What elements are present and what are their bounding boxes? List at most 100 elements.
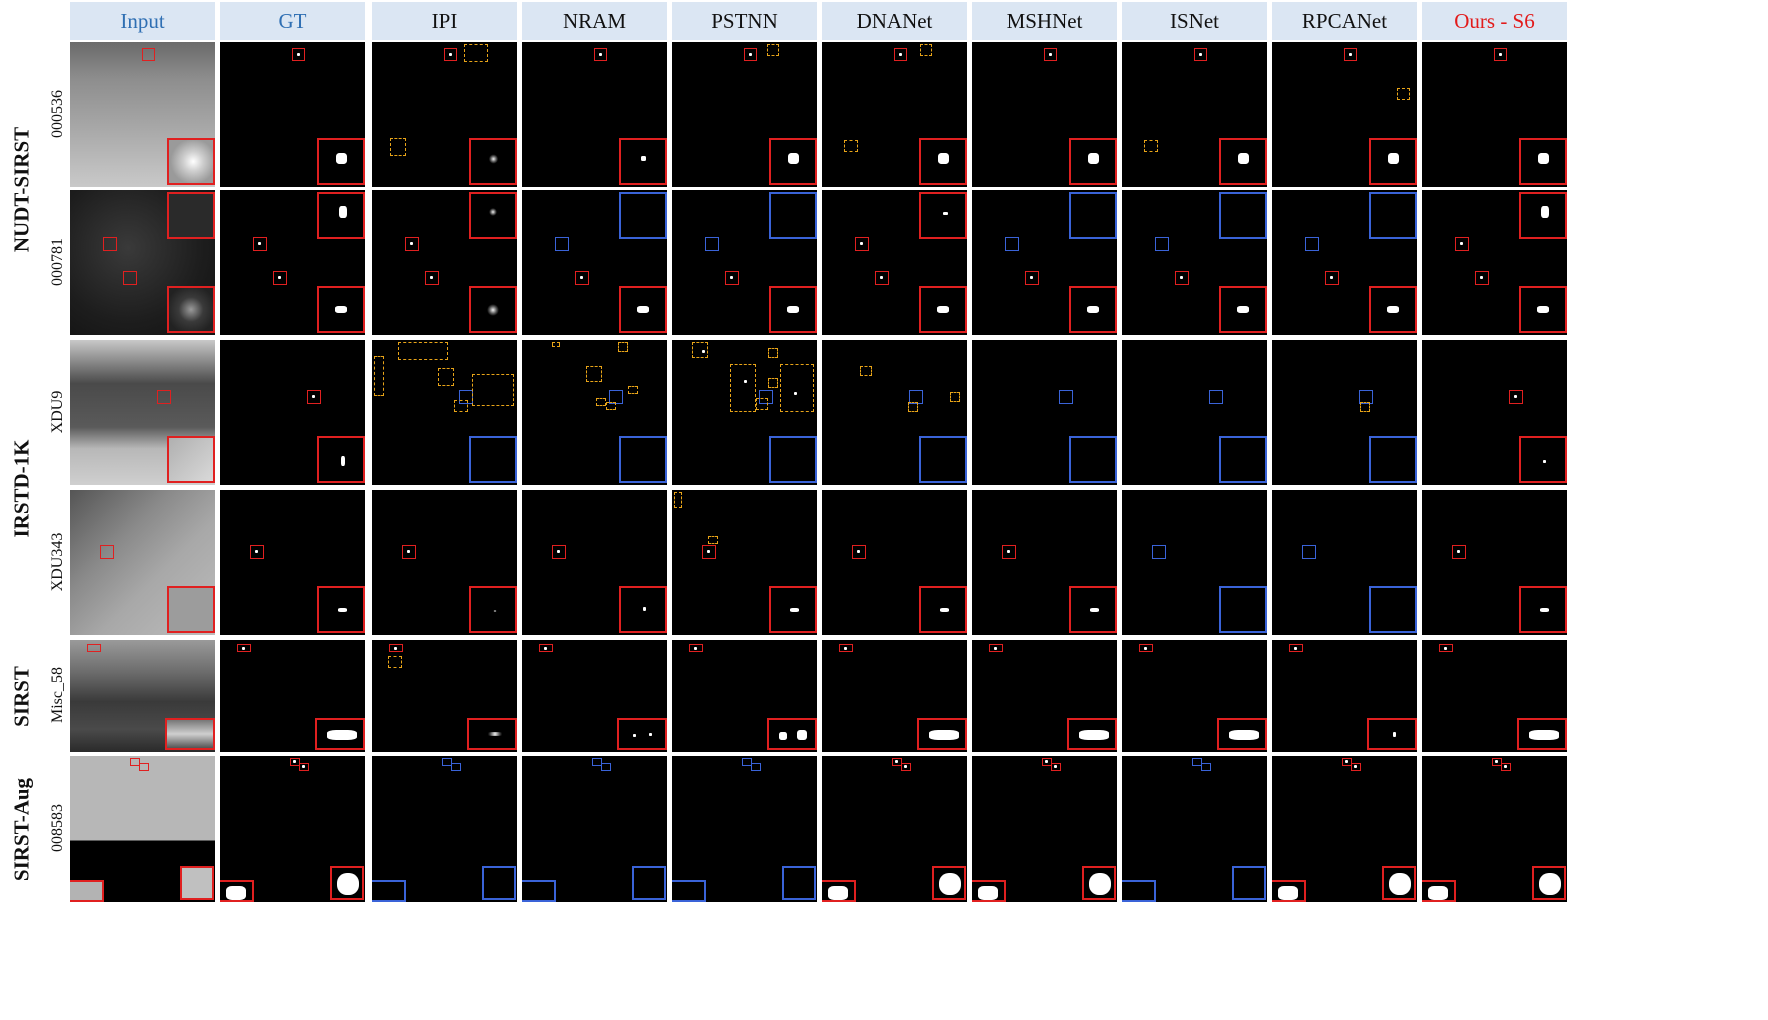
target-pixel — [904, 765, 907, 768]
result-cell — [372, 190, 517, 335]
target-pixel — [860, 242, 863, 245]
target-blob — [633, 734, 636, 737]
zoom-inset — [1219, 192, 1267, 239]
zoom-inset — [1219, 138, 1267, 185]
false-alarm-box — [767, 44, 779, 56]
zoom-inset — [1517, 718, 1567, 750]
target-box — [405, 237, 419, 251]
zoom-inset — [167, 586, 215, 633]
zoom-inset — [167, 192, 215, 239]
result-cell — [220, 490, 365, 635]
zoom-inset — [917, 718, 967, 750]
result-cell — [1422, 490, 1567, 635]
result-cell — [822, 756, 967, 902]
zoom-inset — [165, 718, 215, 750]
zoom-inset — [317, 286, 365, 333]
sample-id: 000536 — [49, 89, 66, 138]
false-alarm-box — [618, 342, 628, 352]
result-cell — [220, 756, 365, 902]
zoom-inset — [1369, 436, 1417, 483]
result-cell — [972, 490, 1117, 635]
dataset-label: IRSTD-1K — [9, 438, 34, 538]
result-cell — [822, 42, 967, 187]
result-cell — [220, 340, 365, 485]
target-box — [1139, 644, 1153, 652]
target-blob — [1388, 153, 1399, 164]
target-box — [552, 545, 566, 559]
target-box — [1201, 763, 1211, 771]
result-cell — [1272, 490, 1417, 635]
target-box — [1209, 390, 1223, 404]
target-blob — [327, 730, 357, 740]
zoom-inset — [1422, 880, 1456, 902]
target-pixel — [1495, 760, 1498, 763]
target-box — [1305, 237, 1319, 251]
target-box — [705, 237, 719, 251]
false-alarm-box — [438, 368, 454, 386]
target-box — [1439, 644, 1453, 652]
result-cell — [672, 756, 817, 902]
target-pixel — [1144, 647, 1147, 650]
zoom-inset — [1369, 286, 1417, 333]
false-alarm-box — [860, 366, 872, 376]
column-header: PSTNN — [672, 2, 817, 40]
target-box — [250, 545, 264, 559]
target-box — [1494, 48, 1507, 61]
result-cell — [1422, 42, 1567, 187]
target-blob — [1090, 608, 1099, 612]
target-box — [725, 271, 739, 285]
dataset-label: NUDT-SIRST — [9, 126, 34, 252]
result-cell — [972, 190, 1117, 335]
zoom-inset — [1519, 138, 1567, 185]
zoom-inset — [1219, 286, 1267, 333]
target-blob — [339, 206, 347, 218]
target-pixel — [449, 53, 452, 56]
zoom-inset — [372, 880, 406, 902]
false-alarm-box — [390, 138, 406, 156]
target-box — [592, 758, 602, 766]
target-blob — [1393, 732, 1396, 737]
target-box — [1051, 763, 1061, 771]
zoom-inset — [70, 880, 104, 902]
zoom-inset — [167, 138, 215, 185]
column-header: MSHNet — [972, 2, 1117, 40]
target-box — [444, 48, 457, 61]
target-box — [1475, 271, 1489, 285]
target-box — [292, 48, 305, 61]
target-box — [402, 545, 416, 559]
target-blob — [493, 610, 497, 612]
false-alarm-box — [692, 342, 708, 358]
target-pixel — [694, 647, 697, 650]
target-pixel — [857, 550, 860, 553]
target-box — [139, 763, 149, 771]
target-box — [1042, 758, 1052, 766]
result-cell — [822, 490, 967, 635]
zoom-inset — [672, 880, 706, 902]
zoom-inset — [919, 436, 967, 483]
zoom-inset — [1219, 586, 1267, 633]
zoom-inset — [919, 586, 967, 633]
target-box — [442, 758, 452, 766]
result-cell — [1272, 42, 1417, 187]
zoom-inset — [1382, 866, 1416, 900]
result-cell — [220, 640, 365, 752]
target-box — [100, 545, 114, 559]
target-pixel — [1007, 550, 1010, 553]
result-cell — [1272, 756, 1417, 902]
target-pixel — [1457, 550, 1460, 553]
input-image — [70, 340, 215, 485]
zoom-inset — [619, 436, 667, 483]
target-pixel — [293, 760, 296, 763]
result-cell — [1122, 190, 1267, 335]
target-box — [901, 763, 911, 771]
zoom-inset — [769, 586, 817, 633]
zoom-inset — [782, 866, 816, 900]
target-pixel — [430, 276, 433, 279]
target-pixel — [1045, 760, 1048, 763]
target-blob — [1087, 306, 1099, 313]
target-box — [839, 644, 853, 652]
false-alarm-box — [586, 366, 602, 382]
target-pixel — [1054, 765, 1057, 768]
input-image — [70, 190, 215, 335]
false-alarm-box — [950, 392, 960, 402]
